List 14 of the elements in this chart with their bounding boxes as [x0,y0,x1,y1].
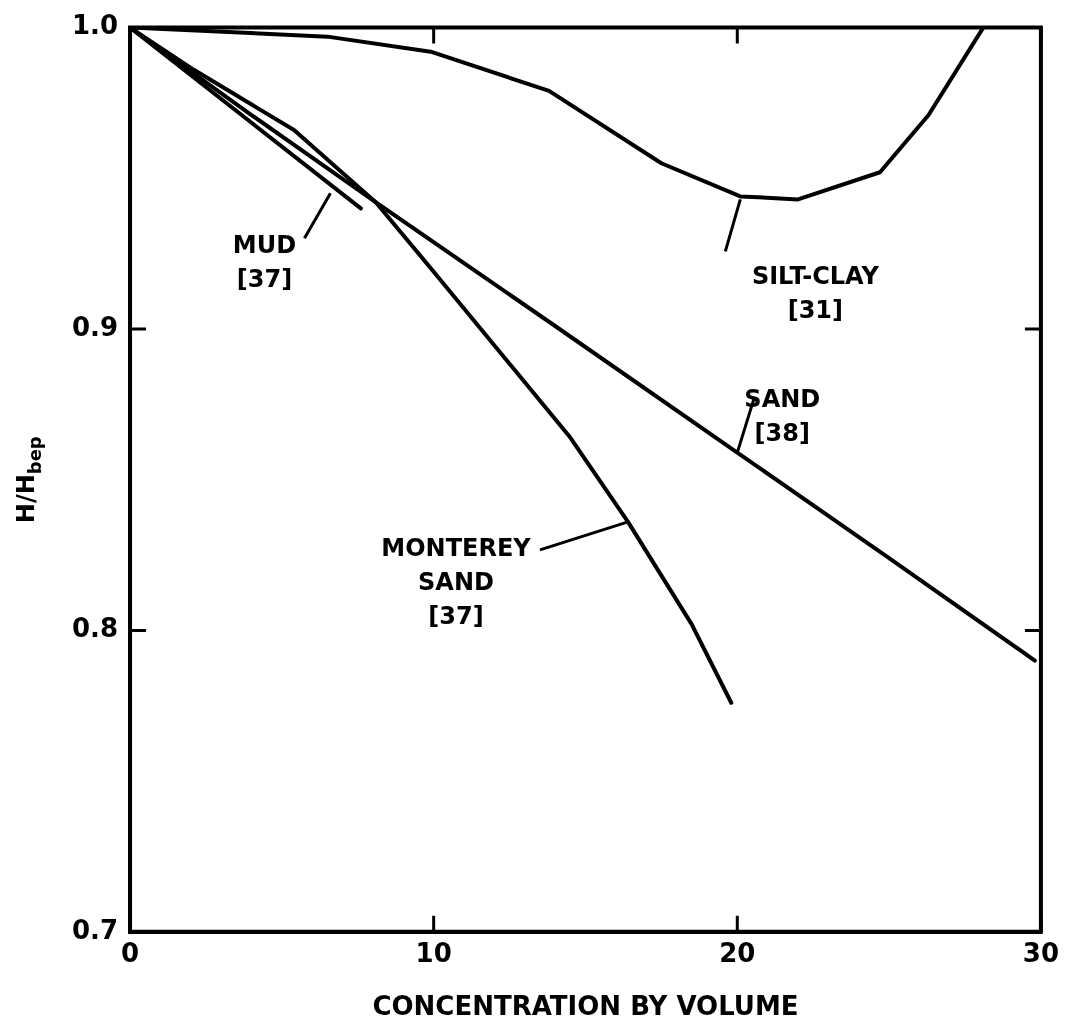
x-tick-label: 0 [121,938,140,969]
annotation: SAND [38] [744,384,821,447]
annotation: MONTEREY SAND [37] [381,534,532,631]
annotation: MUD [37] [232,230,297,293]
x-tick-label: 10 [415,938,452,969]
x-axis-title: CONCENTRATION BY VOLUME [372,990,799,1021]
annotation: SILT-CLAY [31] [751,261,880,324]
y-tick-label: 0.8 [72,613,119,644]
x-tick-label: 30 [1022,938,1059,969]
y-tick-label: 1.0 [72,10,119,41]
x-tick-label: 20 [719,938,756,969]
y-axis-title: H/Hbep [12,436,46,524]
y-tick-label: 0.7 [72,914,119,945]
y-tick-label: 0.9 [72,311,119,342]
